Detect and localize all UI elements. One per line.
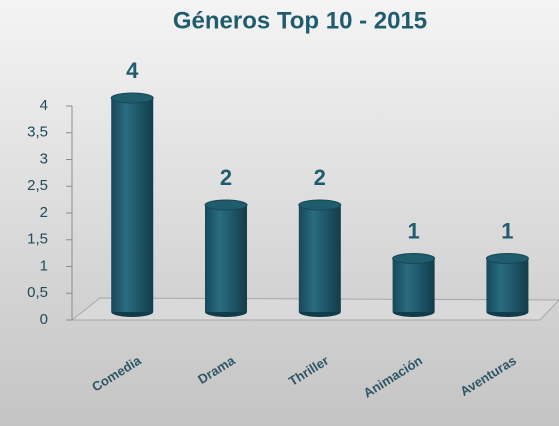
y-tick-label: 2,5 <box>27 177 48 194</box>
bar <box>205 205 248 312</box>
y-tick-label: 1,5 <box>27 231 48 248</box>
value-label: 4 <box>126 58 139 83</box>
value-label: 2 <box>314 165 326 190</box>
y-tick-label: 3,5 <box>27 124 48 141</box>
bar <box>111 98 154 312</box>
bar-cap <box>298 199 342 211</box>
y-tick-label: 0,5 <box>27 284 48 301</box>
value-label: 1 <box>407 218 419 243</box>
bar-cap <box>110 92 154 104</box>
bar-cap <box>485 253 529 264</box>
bar <box>298 205 341 312</box>
value-label: 1 <box>501 218 513 243</box>
y-tick-label: 2 <box>40 204 48 221</box>
bar <box>392 258 435 312</box>
bar-cap <box>392 253 436 264</box>
value-label: 2 <box>220 165 232 190</box>
bar-cap <box>204 199 248 211</box>
y-tick-label: 3 <box>40 150 48 167</box>
bar <box>486 258 529 312</box>
y-tick-label: 4 <box>40 97 48 114</box>
y-tick-label: 0 <box>40 311 48 328</box>
y-tick-label: 1 <box>40 257 48 274</box>
chart-title: Géneros Top 10 - 2015 <box>173 7 427 34</box>
